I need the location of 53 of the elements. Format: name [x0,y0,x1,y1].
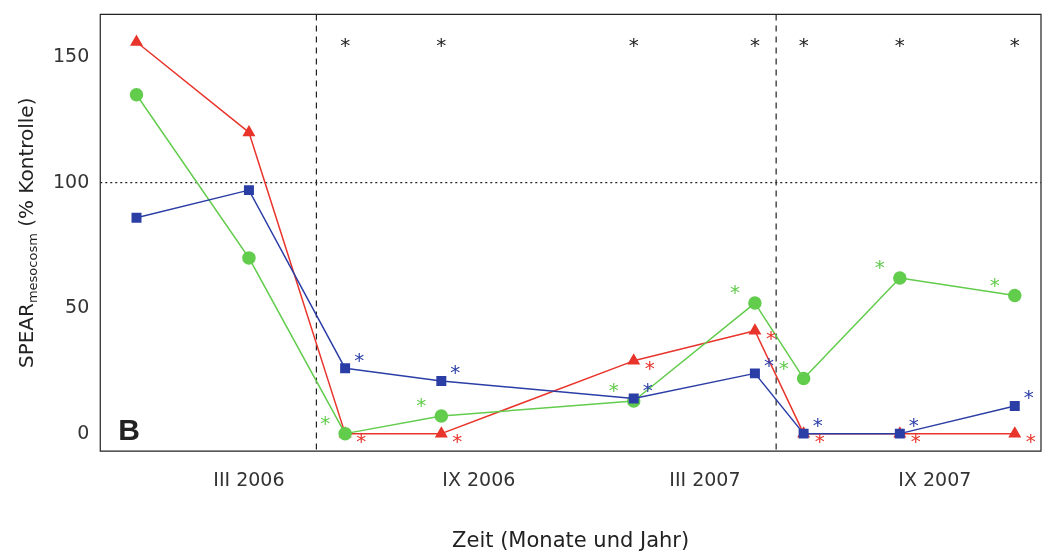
x-axis-title: Zeit (Monate und Jahr) [452,527,690,552]
point [1009,401,1020,412]
data-label: * [1023,385,1034,410]
data-label: * [608,378,619,403]
data-label: * [644,356,655,381]
point [749,368,760,379]
point [628,393,639,404]
point [436,375,447,386]
data-label: * [1025,428,1036,453]
data-label: * [778,355,789,380]
data-label: * [356,428,367,453]
point [130,35,143,46]
annotation: B [118,413,140,447]
text: * [436,32,447,57]
point [242,125,255,137]
text: * [798,32,809,57]
point [1008,426,1021,438]
x-tick-label: III 2007 [669,467,741,490]
text: * [1009,32,1020,57]
text: * [749,32,760,57]
data-label: * [452,428,463,453]
point [131,212,142,223]
data-label: * [729,280,740,305]
data-label: * [320,410,331,435]
point [129,87,144,102]
point [796,371,811,386]
data-label: * [874,255,885,280]
point [434,409,449,423]
point [242,251,256,265]
point [243,185,254,196]
x-tick-label: IX 2007 [898,467,972,490]
y-tick-label: 150 [53,44,90,67]
data-label: * [989,272,1000,297]
point [340,363,351,374]
point [1008,288,1022,303]
point [748,323,761,335]
y-tick-label: 0 [77,420,90,443]
y-tick-label: 50 [65,295,90,318]
data-label: * [354,347,365,372]
text: * [340,32,351,57]
point [627,354,640,365]
data-label: * [416,393,427,418]
text: * [628,32,639,57]
point [435,426,448,438]
data-label: * [450,360,461,385]
point [893,271,907,285]
x-tick-label: III 2006 [213,467,285,490]
point [748,296,762,310]
y-tick-label: 100 [53,169,90,192]
text: * [894,32,905,57]
data-label: * [765,325,776,350]
y-axis-title: SPEARmesocosm (% Kontrolle) [14,97,41,369]
x-tick-label: IX 2006 [442,467,516,490]
